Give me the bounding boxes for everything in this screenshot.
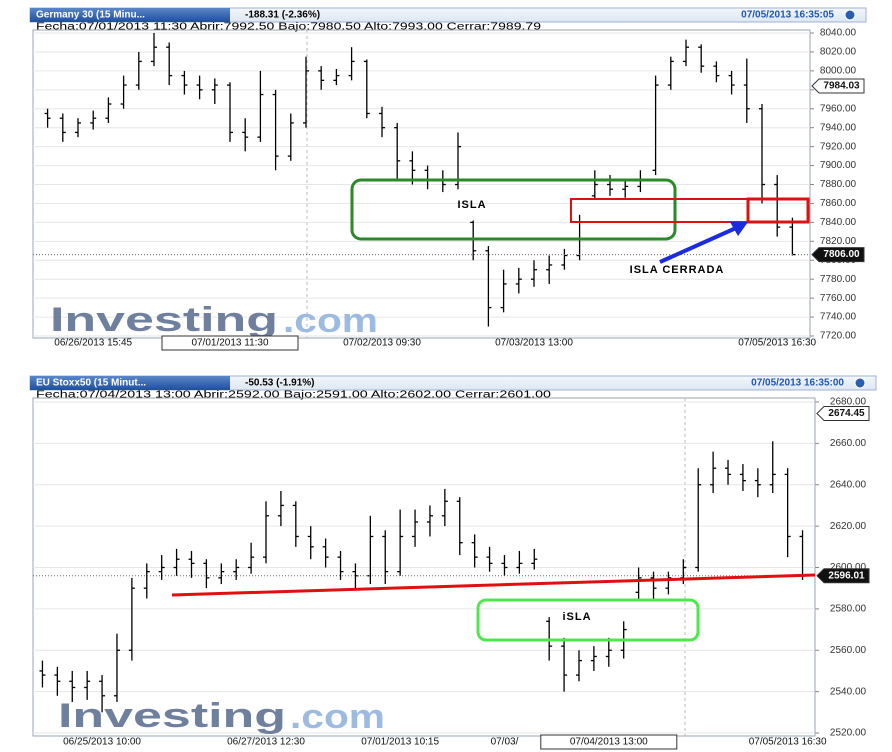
price-marker-label: 2674.45 [828,408,865,419]
price-marker [811,247,865,263]
y-tick-label: 7960.00 [820,103,857,114]
chart-title: Germany 30 (15 Minu... [36,10,145,21]
annotation: ISLA CERRADA [630,264,725,276]
price-change: -50.53 (-1.91%) [245,378,314,389]
watermark: .com [290,698,385,736]
y-tick-label: 2640.00 [830,479,867,490]
y-tick-label: 7840.00 [820,217,857,228]
x-tick-label: 07/01/2013 10:15 [361,737,439,748]
x-tick-label: 07/05/2013 16:30 [749,737,827,748]
y-tick-label: 8000.00 [820,66,857,77]
timestamp: 07/05/2013 16:35:05 [741,10,834,21]
arrow-head [730,222,748,236]
y-tick-label: 7820.00 [820,236,857,247]
y-tick-label: 2520.00 [830,728,867,739]
y-tick-label: 2560.00 [830,645,867,656]
island-box [350,178,677,241]
y-tick-label: 2540.00 [830,686,867,697]
x-tick-label: 07/04/2013 13:00 [570,737,648,748]
x-tick-label: 07/02/2013 09:30 [343,338,421,349]
gap-box [746,197,810,224]
price-marker-label: 2596.01 [828,570,865,581]
x-label-box [540,734,678,750]
info-line: Fecha:07/04/2013 13:00 Abrir:2592.00 Baj… [36,390,552,401]
watermark: Investing [50,301,278,339]
x-tick-label: 07/03/ [491,737,519,748]
price-marker [816,405,870,421]
y-tick-label: 7940.00 [820,122,857,133]
x-tick-label: 06/25/2013 10:00 [63,737,141,748]
arrow [659,226,737,264]
y-tick-label: 7780.00 [820,274,857,285]
y-tick-label: 7920.00 [820,141,857,152]
close-button [854,377,866,389]
island-box [476,598,700,642]
y-tick-label: 2680.00 [830,397,867,408]
info-line: Fecha:07/01/2013 11:30 Abrir:7992.50 Baj… [36,22,542,33]
y-tick-label: 7740.00 [820,312,857,323]
watermark: .com [283,302,378,340]
y-tick-label: 7900.00 [820,160,857,171]
price-marker-label: 7984.03 [823,81,860,92]
y-tick-label: 7720.00 [820,331,857,342]
y-tick-label: 2620.00 [830,521,867,532]
y-tick-label: 8040.00 [820,28,857,39]
annotation: ISLA [457,199,486,211]
header-tab [30,8,230,22]
y-tick-label: 2600.00 [830,562,867,573]
x-tick-label: 06/26/2013 15:45 [54,338,132,349]
y-tick-label: 8020.00 [820,47,857,58]
y-tick-label: 7880.00 [820,179,857,190]
y-tick-label: 7760.00 [820,293,857,304]
x-tick-label: 06/27/2013 12:30 [227,737,305,748]
trend-line [171,573,816,597]
y-tick-label: 2580.00 [830,604,867,615]
close-button [844,9,856,21]
y-tick-label: 2660.00 [830,438,867,449]
price-marker-label: 7806.00 [823,249,860,260]
x-label-box [161,335,299,351]
chart-title: EU Stoxx50 (15 Minut... [36,378,146,389]
price-marker [811,78,865,94]
price-change: -188.31 (-2.36%) [245,10,320,21]
x-tick-label: 07/01/2013 11:30 [191,338,269,349]
price-marker [816,568,870,584]
y-tick-label: 7860.00 [820,198,857,209]
x-tick-label: 07/05/2013 16:30 [738,338,816,349]
x-tick-label: 07/03/2013 13:00 [495,338,573,349]
timestamp: 07/05/2013 16:35:00 [751,378,844,389]
header-tab [30,376,230,390]
annotation: iSLA [562,611,591,623]
watermark: Investing [58,697,286,735]
